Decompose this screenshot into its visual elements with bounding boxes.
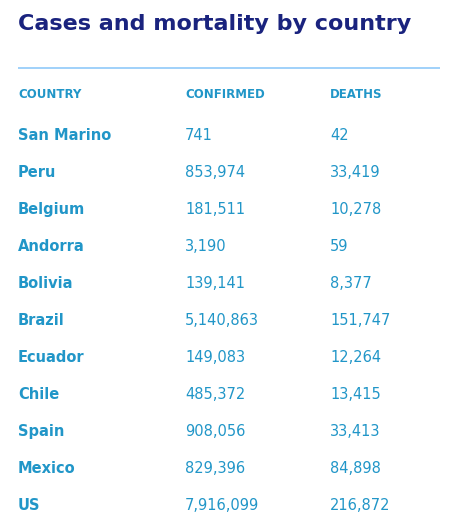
Text: COUNTRY: COUNTRY	[18, 88, 81, 101]
Text: Spain: Spain	[18, 424, 64, 439]
Text: San Marino: San Marino	[18, 128, 111, 143]
Text: 149,083: 149,083	[185, 350, 245, 365]
Text: 84,898: 84,898	[330, 461, 381, 476]
Text: CONFIRMED: CONFIRMED	[185, 88, 265, 101]
Text: Belgium: Belgium	[18, 202, 85, 217]
Text: 10,278: 10,278	[330, 202, 381, 217]
Text: Bolivia: Bolivia	[18, 276, 73, 291]
Text: 7,916,099: 7,916,099	[185, 498, 259, 513]
Text: Andorra: Andorra	[18, 239, 85, 254]
Text: 3,190: 3,190	[185, 239, 227, 254]
Text: 13,415: 13,415	[330, 387, 381, 402]
Text: 853,974: 853,974	[185, 165, 245, 180]
Text: Ecuador: Ecuador	[18, 350, 85, 365]
Text: 33,419: 33,419	[330, 165, 381, 180]
Text: 151,747: 151,747	[330, 313, 391, 328]
Text: 485,372: 485,372	[185, 387, 245, 402]
Text: Brazil: Brazil	[18, 313, 65, 328]
Text: Cases and mortality by country: Cases and mortality by country	[18, 14, 411, 34]
Text: 42: 42	[330, 128, 349, 143]
Text: 908,056: 908,056	[185, 424, 245, 439]
Text: 741: 741	[185, 128, 213, 143]
Text: 59: 59	[330, 239, 348, 254]
Text: 33,413: 33,413	[330, 424, 381, 439]
Text: US: US	[18, 498, 40, 513]
Text: DEATHS: DEATHS	[330, 88, 382, 101]
Text: 181,511: 181,511	[185, 202, 245, 217]
Text: Chile: Chile	[18, 387, 59, 402]
Text: Peru: Peru	[18, 165, 56, 180]
Text: 139,141: 139,141	[185, 276, 245, 291]
Text: 5,140,863: 5,140,863	[185, 313, 259, 328]
Text: 216,872: 216,872	[330, 498, 391, 513]
Text: 8,377: 8,377	[330, 276, 372, 291]
Text: 12,264: 12,264	[330, 350, 381, 365]
Text: Mexico: Mexico	[18, 461, 76, 476]
Text: 829,396: 829,396	[185, 461, 245, 476]
